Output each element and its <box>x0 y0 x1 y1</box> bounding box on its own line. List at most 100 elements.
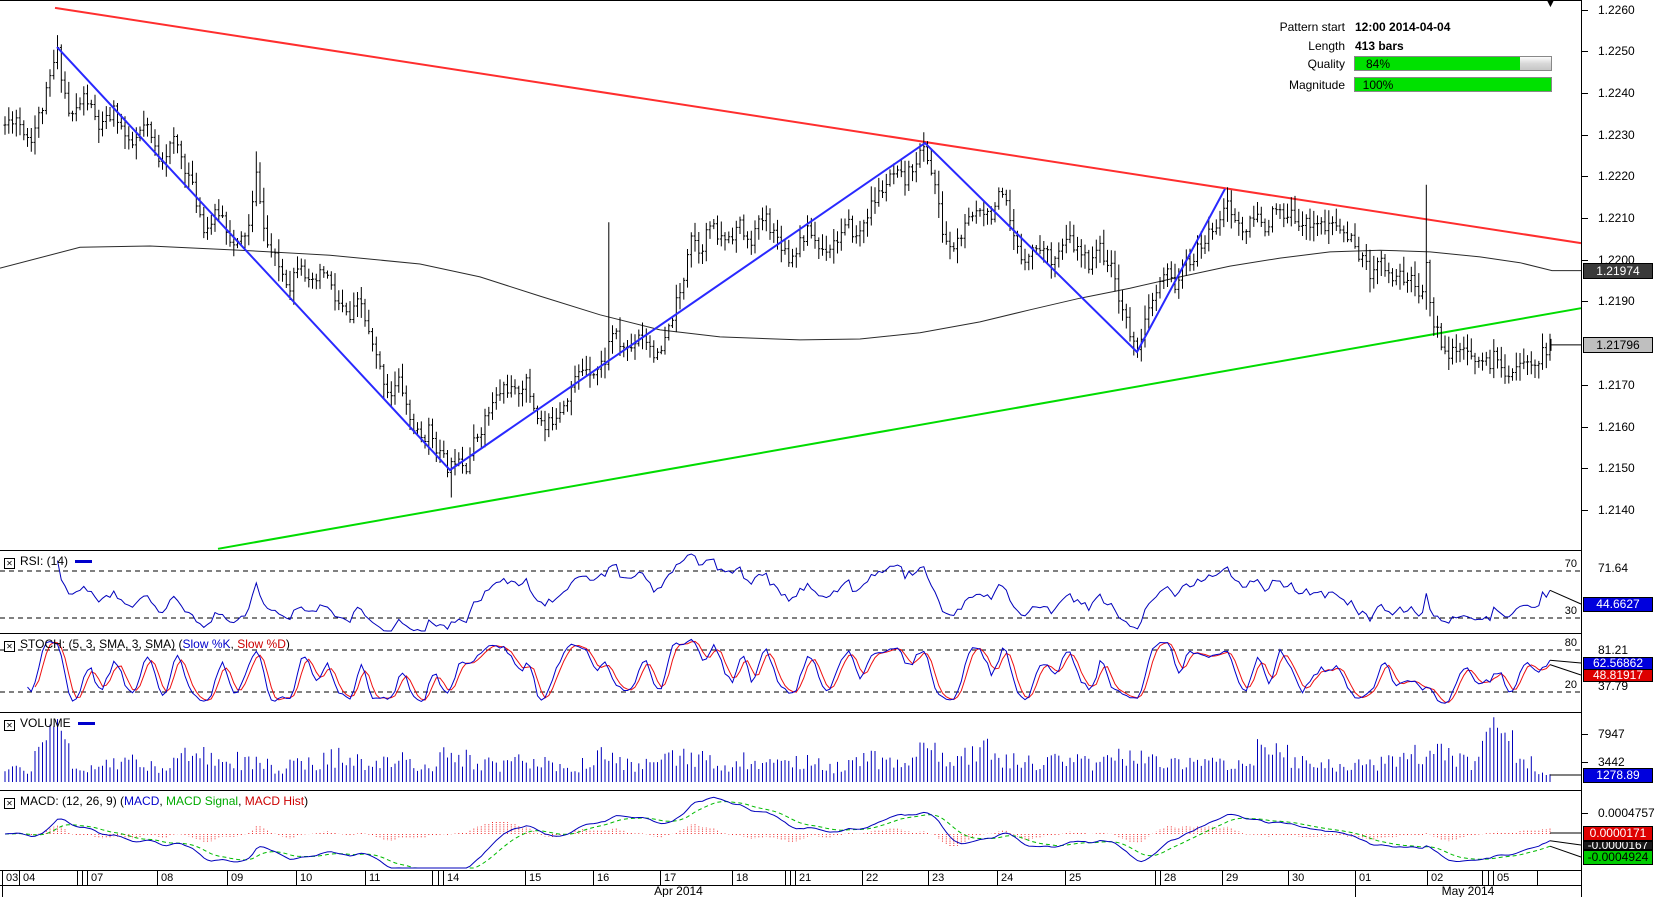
price-tick <box>1582 135 1588 136</box>
date-cell: 08 <box>157 871 227 885</box>
indicator-axis-label: 7947 <box>1598 727 1625 741</box>
indicator-axis-label: 3442 <box>1598 755 1625 769</box>
main-price-chart[interactable] <box>0 0 1582 551</box>
stoch-panel-chart[interactable] <box>0 634 1582 713</box>
last-price-badge: 1.21796 <box>1583 337 1653 353</box>
macd-checkbox-icon[interactable]: ✕ <box>4 798 15 809</box>
volume-panel-chart[interactable] <box>0 713 1582 791</box>
weekend-gap-cell <box>77 871 82 885</box>
rsi-checkbox-icon[interactable]: ✕ <box>4 558 15 569</box>
date-cell: 30 <box>1288 871 1355 885</box>
stoch-title: STOCH: (5, 3, SMA, 3, SMA) (Slow %K, Slo… <box>20 637 290 651</box>
volume-value-badge: 1278.89 <box>1583 768 1653 783</box>
price-tick <box>1582 468 1588 469</box>
quality-label: Quality <box>1307 57 1345 71</box>
pattern-length-row: Length 413 bars <box>1204 38 1552 54</box>
price-tick-label: 1.2250 <box>1598 44 1635 58</box>
date-cell: 14 <box>443 871 525 885</box>
price-tick <box>1582 385 1588 386</box>
date-cell: 18 <box>732 871 785 885</box>
price-tick-label: 1.2220 <box>1598 169 1635 183</box>
price-tick-label: 1.2210 <box>1598 211 1635 225</box>
price-tick-label: 1.2230 <box>1598 128 1635 142</box>
header-text-part: , <box>159 794 167 808</box>
price-tick <box>1582 93 1588 94</box>
macd-title: MACD: (12, 26, 9) (MACD, MACD Signal, MA… <box>20 794 308 808</box>
date-cell: 15 <box>525 871 593 885</box>
price-tick-label: 1.2150 <box>1598 461 1635 475</box>
magnitude-meter-fill <box>1355 78 1551 91</box>
sma-value-badge: 1.21974 <box>1583 263 1653 279</box>
date-cell: 29 <box>1222 871 1288 885</box>
stoch-header: ✕ STOCH: (5, 3, SMA, 3, SMA) (Slow %K, Sl… <box>4 637 290 652</box>
weekend-gap-cell <box>785 871 790 885</box>
magnitude-meter-text: 100% <box>1362 78 1394 92</box>
header-text-part: MACD Signal <box>166 794 239 808</box>
date-cell: 11 <box>365 871 432 885</box>
quality-row: Quality 84% <box>1204 56 1552 72</box>
date-cell: 24 <box>997 871 1065 885</box>
volume-checkbox-icon[interactable]: ✕ <box>4 720 15 731</box>
date-cell: 03 <box>2 871 19 885</box>
pattern-start-label: Pattern start <box>1279 20 1345 34</box>
price-tick-label: 1.2190 <box>1598 294 1635 308</box>
divider <box>0 550 1582 551</box>
indicator-axis-tick <box>1582 762 1588 763</box>
date-cell: 02 <box>1427 871 1482 885</box>
indicator-axis-label: 71.64 <box>1598 561 1629 575</box>
level-label: 80 <box>1564 637 1577 649</box>
price-tick <box>1582 218 1588 219</box>
date-cell-border <box>1537 871 1538 885</box>
pattern-start-row: Pattern start 12:00 2014-04-04 <box>1204 19 1552 35</box>
indicator-axis-tick <box>1582 734 1588 735</box>
macd-panel-chart[interactable] <box>0 791 1582 871</box>
weekend-gap-cell <box>1488 871 1493 885</box>
stoch-d-badge: 48.81917 <box>1583 669 1653 682</box>
magnitude-label: Magnitude <box>1288 78 1345 92</box>
price-tick <box>1582 10 1588 11</box>
weekend-gap-cell <box>1155 871 1160 885</box>
date-cell: 01 <box>1355 871 1427 885</box>
indicator-axis-tick <box>1582 813 1588 814</box>
pattern-length-label: Length <box>1308 39 1345 53</box>
quality-meter <box>1354 56 1552 71</box>
price-tick-label: 1.2140 <box>1598 503 1635 517</box>
divider <box>0 0 1582 1</box>
date-cell: 25 <box>1065 871 1155 885</box>
divider <box>0 633 1582 634</box>
header-text-part: MACD Hist <box>244 794 305 808</box>
price-tick <box>1582 51 1588 52</box>
header-text-part: ) <box>285 637 290 651</box>
stoch-checkbox-icon[interactable]: ✕ <box>4 641 15 652</box>
divider <box>0 790 1582 791</box>
top-marker-icon: ▼ <box>1544 0 1557 10</box>
price-tick <box>1582 260 1588 261</box>
macd-hist-badge: 0.0000171 <box>1583 826 1653 841</box>
date-cell: 17 <box>660 871 732 885</box>
level-label: 70 <box>1564 558 1577 570</box>
price-tick-label: 1.2240 <box>1598 86 1635 100</box>
header-text-part: MACD <box>124 794 160 808</box>
price-tick <box>1582 427 1588 428</box>
price-tick-label: 1.2260 <box>1598 3 1635 17</box>
macd-line-badge: -0.0000167 <box>1583 841 1653 850</box>
header-text-part: ) <box>304 794 309 808</box>
date-cell: 16 <box>593 871 660 885</box>
rsi-title: RSI: (14) <box>20 554 69 568</box>
month-border <box>2 886 3 897</box>
weekend-gap-cell <box>1482 871 1488 885</box>
rsi-panel-chart[interactable] <box>0 551 1582 634</box>
magnitude-row: Magnitude 100% <box>1204 77 1552 93</box>
volume-title: VOLUME <box>20 716 71 730</box>
date-cell: 04 <box>19 871 77 885</box>
month-label: Apr 2014 <box>654 884 703 897</box>
date-cell: 07 <box>87 871 157 885</box>
divider <box>0 870 1582 871</box>
price-tick-label: 1.2160 <box>1598 420 1635 434</box>
indicator-axis-label: 0.0004757 <box>1598 806 1655 820</box>
date-cell: 09 <box>227 871 296 885</box>
level-label: 20 <box>1564 679 1577 691</box>
indicator-axis-label: 81.21 <box>1598 643 1629 657</box>
header-text-part: , <box>238 794 245 808</box>
